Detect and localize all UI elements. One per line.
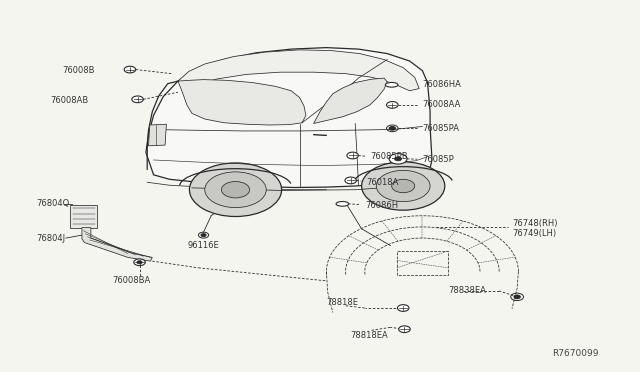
Circle shape [347,152,358,159]
Text: 76008B: 76008B [62,66,95,75]
Polygon shape [314,78,387,124]
Circle shape [399,326,410,333]
Circle shape [362,162,445,210]
Circle shape [394,157,402,161]
Text: 76085P: 76085P [422,155,454,164]
Text: 76018A: 76018A [366,178,399,187]
Circle shape [389,154,407,164]
Circle shape [205,172,266,208]
Polygon shape [178,50,419,91]
Circle shape [376,170,430,202]
Text: 96116E: 96116E [188,241,220,250]
Text: 76008AA: 76008AA [422,100,461,109]
Circle shape [124,66,136,73]
Text: 76804Q: 76804Q [36,199,69,208]
Circle shape [397,305,409,311]
Circle shape [134,259,145,266]
Text: 76008BA: 76008BA [112,276,150,285]
Text: 76804J: 76804J [36,234,65,243]
Circle shape [221,182,250,198]
Circle shape [389,126,396,130]
Text: 76749(LH): 76749(LH) [512,229,556,238]
Text: 76085PA: 76085PA [422,124,460,133]
Polygon shape [82,228,152,261]
Text: 76086HA: 76086HA [422,80,461,89]
Text: 76086H: 76086H [365,201,398,210]
Circle shape [514,295,520,299]
Text: R7670099: R7670099 [552,349,598,358]
Circle shape [345,177,356,184]
Polygon shape [178,80,306,125]
Text: 76008AB: 76008AB [50,96,88,105]
Ellipse shape [385,83,398,87]
Polygon shape [146,48,432,187]
Circle shape [201,234,206,237]
Circle shape [387,102,398,108]
Circle shape [189,163,282,217]
Polygon shape [148,124,166,146]
Text: 76085PB: 76085PB [370,153,408,161]
Circle shape [392,179,415,193]
Circle shape [132,96,143,103]
Text: 76748(RH): 76748(RH) [512,219,557,228]
Ellipse shape [336,202,349,206]
FancyBboxPatch shape [70,205,97,228]
Circle shape [137,261,142,264]
Text: 78838EA: 78838EA [448,286,486,295]
Text: 78818EA: 78818EA [350,331,388,340]
Text: 78818E: 78818E [326,298,358,307]
